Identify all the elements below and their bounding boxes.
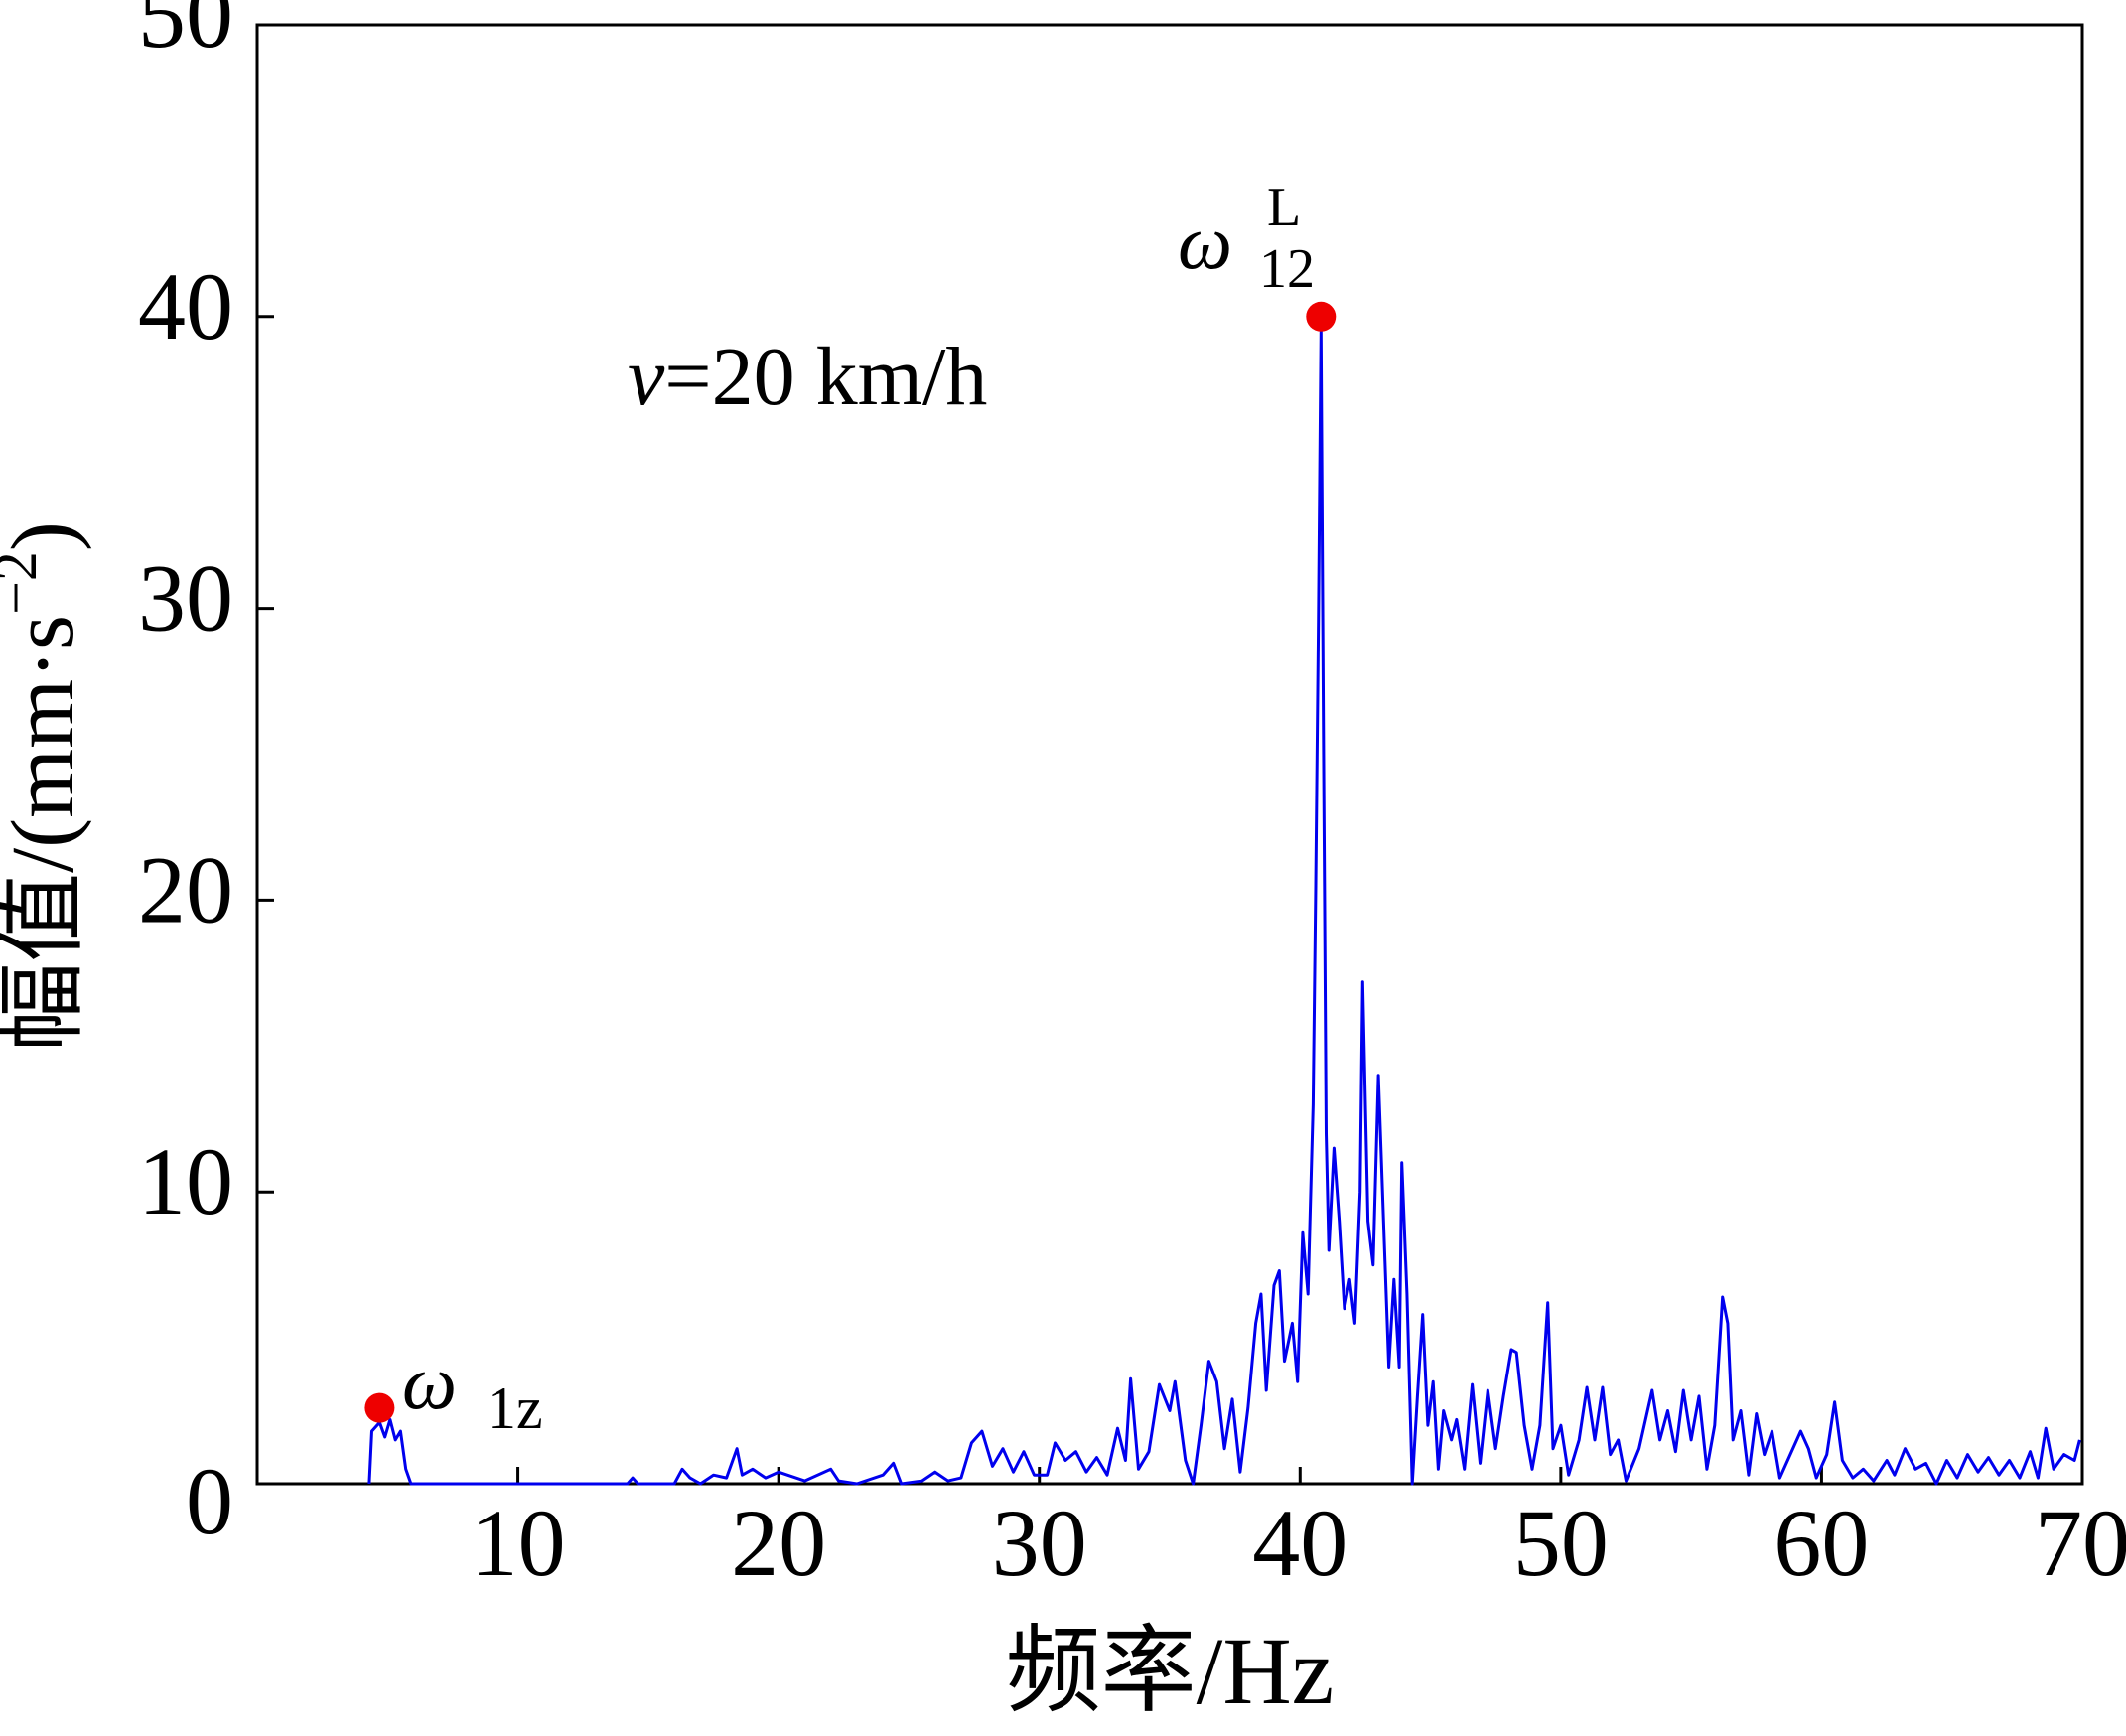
x-tick-label: 20: [731, 1490, 826, 1596]
x-tick-label: 70: [2035, 1490, 2126, 1596]
peak-marker: [1306, 301, 1337, 332]
low-peak-sub: 1z: [487, 1375, 543, 1441]
y-label-main: 幅值/(mm·s: [0, 615, 92, 1052]
y-tick-label: 50: [138, 0, 233, 68]
main-peak-symbol: ω: [1178, 199, 1232, 285]
y-tick-label: 20: [138, 836, 233, 942]
y-label-sup: −2: [0, 551, 49, 615]
x-axis-label: 频率/Hz: [1006, 1618, 1335, 1724]
plot-frame: [255, 23, 2084, 1486]
y-axis-label: 幅值/(mm·s−2): [0, 521, 92, 1052]
x-tick-label: 60: [1773, 1490, 1869, 1596]
x-tick-label: 40: [1252, 1490, 1347, 1596]
main-peak-sub: 12: [1259, 238, 1315, 300]
speed-rest: =20 km/h: [664, 331, 987, 423]
peak-marker: [364, 1392, 395, 1423]
x-tick-label: 50: [1513, 1490, 1609, 1596]
speed-var: v: [628, 331, 665, 423]
y-tick-label: 0: [186, 1448, 233, 1554]
y-tick-label: 30: [138, 545, 233, 651]
main-peak-sup: L: [1267, 177, 1301, 238]
x-tick-label: 10: [471, 1490, 566, 1596]
speed-annotation: v=20 km/h: [628, 331, 987, 423]
low-peak-symbol: ω: [402, 1339, 457, 1425]
y-label-end: ): [0, 521, 92, 551]
spectrum-line: [367, 330, 2081, 1486]
y-tick-label: 10: [138, 1128, 233, 1234]
y-tick-label: 40: [138, 253, 233, 360]
x-tick-label: 30: [992, 1490, 1087, 1596]
